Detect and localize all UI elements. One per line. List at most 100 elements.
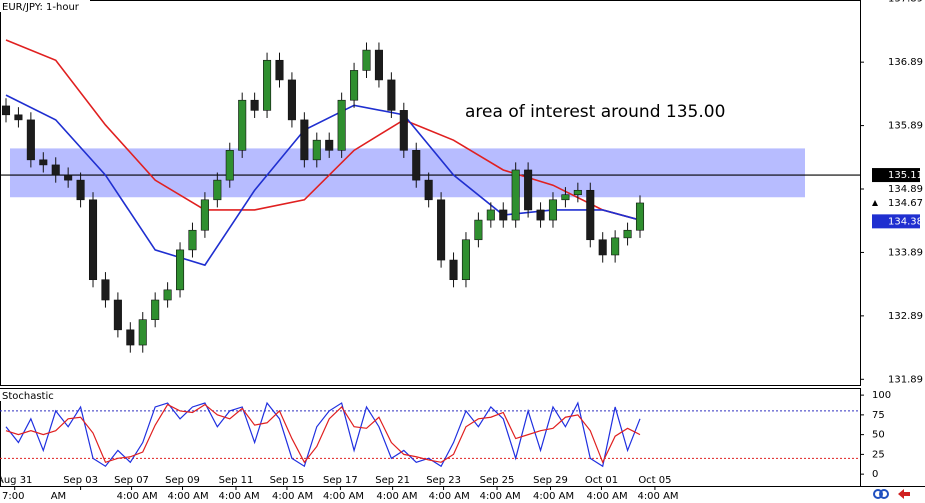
candle-body xyxy=(623,229,632,239)
level-label: 135.11 xyxy=(888,170,923,181)
candle-body xyxy=(26,119,35,161)
candle-body xyxy=(200,199,209,231)
stochastic-tick-label: 0 xyxy=(872,469,878,480)
y-tick-label: 137.89 xyxy=(888,0,923,5)
candle-body xyxy=(287,79,296,121)
y-tick-label: 135.89 xyxy=(888,121,923,132)
stochastic-tick-label: 25 xyxy=(872,449,885,460)
candle-body xyxy=(176,249,185,291)
candle-body xyxy=(486,209,495,221)
y-tick-label: 131.89 xyxy=(888,374,923,385)
moving-average xyxy=(5,94,641,267)
x-date-label: Sep 07 xyxy=(114,475,149,486)
candle-body xyxy=(113,299,122,331)
x-date-label: Sep 25 xyxy=(480,475,515,486)
candle-body xyxy=(51,164,60,176)
candle-body xyxy=(449,259,458,281)
stochastic-tick-label: 75 xyxy=(872,410,885,421)
candle-body xyxy=(151,299,160,320)
candle-body xyxy=(611,237,620,256)
annotation: area of interest around 135.00 xyxy=(465,102,725,122)
candle-body xyxy=(437,199,446,261)
price-label-box xyxy=(872,214,920,229)
candle-body xyxy=(188,229,197,251)
candle-body xyxy=(126,329,135,346)
x-date-label: Sep 17 xyxy=(323,475,358,486)
candle-body xyxy=(225,150,234,181)
x-time-label: 4:00 AM xyxy=(376,491,417,502)
x-date-label: Sep 03 xyxy=(63,475,98,486)
x-time-label: 4:00 AM xyxy=(272,491,313,502)
price-frame xyxy=(0,0,861,386)
candle-body xyxy=(1,105,11,116)
stochastic-line xyxy=(5,403,641,464)
x-time-label: 4:00 AM xyxy=(637,491,678,502)
stochastic-line xyxy=(5,401,641,468)
candle-body xyxy=(548,199,558,221)
x-date-label: Aug 31 xyxy=(0,475,32,486)
x-time-label: 4:00 AM xyxy=(117,491,158,502)
x-date-label: Oct 01 xyxy=(585,475,618,486)
level-label-box xyxy=(872,168,920,183)
candle-body xyxy=(88,199,98,281)
candle-body xyxy=(474,219,483,241)
candle-body xyxy=(635,202,645,231)
candle-body xyxy=(300,119,309,161)
interest-zone xyxy=(10,148,805,198)
x-time-label: 4:00 AM xyxy=(168,491,209,502)
x-date-label: Oct 05 xyxy=(638,475,671,486)
link-icon[interactable] xyxy=(879,489,889,499)
x-date-label: Sep 11 xyxy=(219,475,254,486)
candle-body xyxy=(561,194,570,201)
candle-body xyxy=(586,189,595,241)
candle-body xyxy=(101,279,110,301)
candle-body xyxy=(312,139,321,161)
x-date-label: Sep 23 xyxy=(426,475,461,486)
candle-body xyxy=(263,59,272,111)
candle-body xyxy=(399,110,408,151)
x-time-label: 4:00 AM xyxy=(323,491,364,502)
stochastic-tick-label: 100 xyxy=(872,390,891,401)
price-label: 134.38 xyxy=(888,216,923,227)
stochastic-title: Stochastic xyxy=(2,391,54,402)
price-marker xyxy=(872,199,878,206)
candle-body xyxy=(573,189,582,196)
x-time-label: AM xyxy=(51,491,66,502)
x-time-label: 7:00 xyxy=(2,491,24,502)
candle-body xyxy=(350,70,359,101)
x-time-label: 4:00 AM xyxy=(219,491,260,502)
candle-body xyxy=(275,59,284,81)
candle-body xyxy=(250,99,259,111)
y-tick-label: 132.89 xyxy=(888,311,923,322)
candle-body xyxy=(325,139,334,151)
stochastic-tick-label: 50 xyxy=(872,430,885,441)
chart-title: EUR/JPY: 1-hour xyxy=(2,2,80,13)
candle-body xyxy=(362,49,371,71)
back-icon[interactable] xyxy=(898,489,910,499)
candle-body xyxy=(412,150,421,181)
moving-average xyxy=(5,39,641,221)
candle-body xyxy=(64,174,73,181)
candle-body xyxy=(39,159,48,166)
toolbar-icons[interactable] xyxy=(873,489,910,499)
x-date-label: Sep 15 xyxy=(270,475,305,486)
y-tick-label: 136.89 xyxy=(888,57,923,68)
x-date-label: Sep 21 xyxy=(375,475,410,486)
candle-body xyxy=(598,239,607,256)
candle-body xyxy=(14,114,23,121)
y-tick-label: 133.89 xyxy=(888,247,923,258)
candle-body xyxy=(461,239,470,281)
candle-body xyxy=(163,289,172,301)
candle-body xyxy=(387,79,396,111)
link-icon[interactable] xyxy=(873,489,883,499)
x-date-label: Sep 09 xyxy=(165,475,200,486)
candle-body xyxy=(536,209,545,221)
candle-body xyxy=(238,99,247,151)
y-tick-label: 134.89 xyxy=(888,184,923,195)
stochastic-title-bg xyxy=(0,389,58,401)
x-time-label: 4:00 AM xyxy=(429,491,470,502)
candle-body xyxy=(374,49,383,81)
price-panel xyxy=(0,39,860,353)
candle-body xyxy=(76,179,85,201)
